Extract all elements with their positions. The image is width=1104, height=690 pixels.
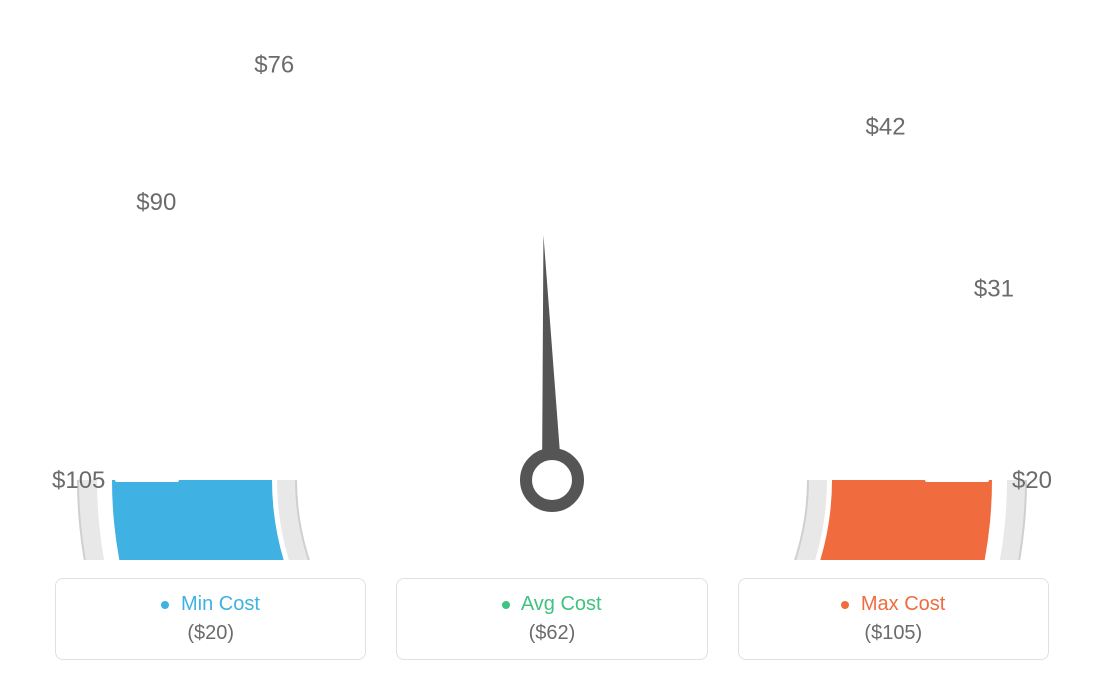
gauge-tick-minor [774, 118, 793, 147]
legend-max-box: Max Cost ($105) [738, 578, 1049, 660]
legend-avg-box: Avg Cost ($62) [396, 578, 707, 660]
gauge-needle-hub [526, 454, 578, 506]
gauge-tick-minor [150, 314, 182, 327]
gauge-tick-minor [885, 238, 914, 257]
gauge-tick-label: $90 [136, 189, 176, 216]
legend-avg-title: Avg Cost [407, 593, 696, 616]
legend-max-value: ($105) [749, 622, 1038, 645]
legend-min-title: Min Cost [66, 593, 355, 616]
gauge-tick-label: $20 [1012, 467, 1052, 494]
gauge-tick-major [817, 172, 859, 214]
legend-avg-label: Avg Cost [521, 593, 602, 615]
legend-min-dot [161, 601, 169, 609]
legend-avg-dot [502, 601, 510, 609]
legend-min-label: Min Cost [181, 593, 260, 615]
gauge-tick-minor [386, 78, 399, 110]
gauge-tick-minor [125, 395, 159, 402]
legend-min-box: Min Cost ($20) [55, 578, 366, 660]
legend-max-label: Max Cost [861, 593, 945, 615]
legend-row: Min Cost ($20) Avg Cost ($62) Max Cost (… [0, 578, 1104, 660]
gauge-tick-label: $105 [52, 467, 105, 494]
gauge-tick-minor [244, 172, 269, 197]
legend-max-title: Max Cost [749, 593, 1038, 616]
gauge-tick-major [310, 118, 343, 168]
gauge-svg: $20$31$42$62$76$90$105 [0, 0, 1104, 560]
gauge-tick-major [190, 238, 240, 271]
gauge-area: $20$31$42$62$76$90$105 [0, 0, 1104, 560]
gauge-tick-label: $76 [254, 51, 294, 78]
legend-max-dot [841, 601, 849, 609]
gauge-tick-label: $31 [974, 276, 1014, 303]
gauge-tick-major [898, 314, 953, 337]
legend-min-value: ($20) [66, 622, 355, 645]
gauge-tick-minor [630, 53, 637, 87]
gauge-tick-label: $42 [866, 113, 906, 140]
gauge-tick-minor [944, 395, 978, 402]
legend-avg-value: ($62) [407, 622, 696, 645]
gauge-tick-minor [467, 53, 474, 87]
gauge-tick-minor [705, 78, 718, 110]
gauge-chart-container: $20$31$42$62$76$90$105 Min Cost ($20) Av… [0, 0, 1104, 690]
